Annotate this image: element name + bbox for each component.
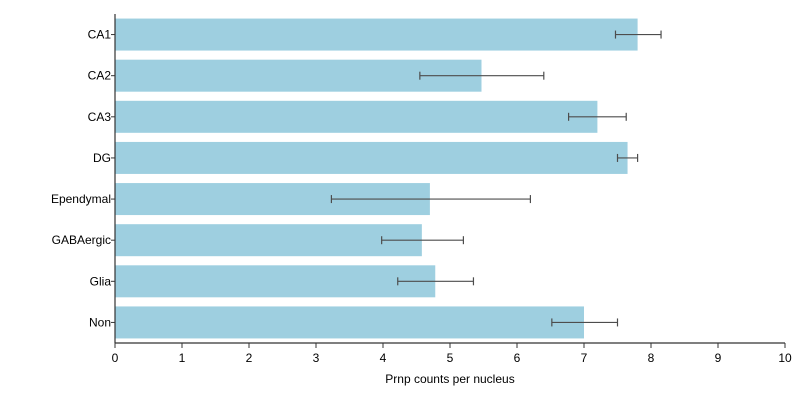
bar-non <box>115 306 584 339</box>
axes-layer: CA1 CA2 CA3 DG Ependymal GABAergic Glia Non 0 1 2 3… <box>51 14 792 365</box>
bar-glia <box>115 265 436 298</box>
x-tick-label-2: 2 <box>246 351 253 365</box>
x-tick-label-9: 9 <box>715 351 722 365</box>
y-tick-label-gabaergic: GABAergic <box>52 233 111 247</box>
y-tick-label-glia: Glia <box>90 274 112 288</box>
x-tick-label-8: 8 <box>648 351 655 365</box>
y-tick-label-ca3: CA3 <box>88 110 112 124</box>
x-tick-label-6: 6 <box>514 351 521 365</box>
y-tick-label-non: Non <box>89 315 111 329</box>
x-tick-label-10: 10 <box>778 351 792 365</box>
y-tick-label-dg: DG <box>93 151 111 165</box>
bar-ca1 <box>115 18 638 51</box>
error-bars-layer <box>330 30 662 327</box>
bar-dg <box>115 141 628 174</box>
x-tick-label-5: 5 <box>447 351 454 365</box>
x-tick-label-0: 0 <box>112 351 119 365</box>
y-tick-label-ependymal: Ependymal <box>51 192 111 206</box>
y-tick-label-ca2: CA2 <box>88 69 112 83</box>
x-axis-title: Prnp counts per nucleus <box>385 372 514 386</box>
bar-ca3 <box>115 100 598 133</box>
x-tick-label-4: 4 <box>380 351 387 365</box>
bar-gabaergic <box>115 224 422 257</box>
y-tick-label-ca1: CA1 <box>88 28 112 42</box>
x-tick-label-3: 3 <box>313 351 320 365</box>
x-tick-label-1: 1 <box>179 351 186 365</box>
x-tick-label-7: 7 <box>581 351 588 365</box>
bars-layer <box>115 18 638 339</box>
